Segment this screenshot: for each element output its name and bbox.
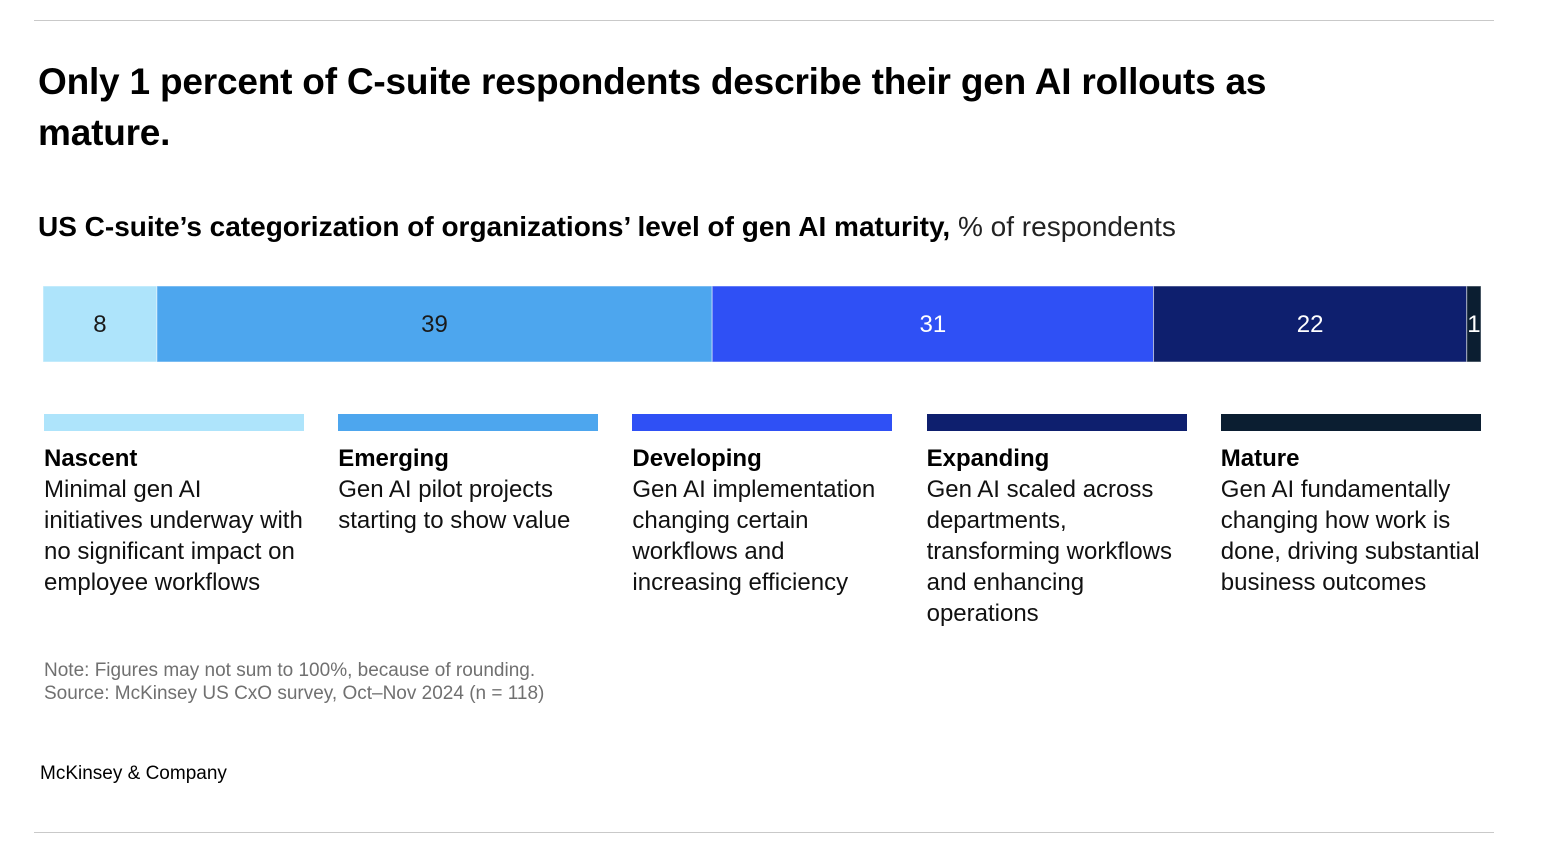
bar-segment-mature: [1466, 286, 1481, 362]
stacked-bar-chart: 8 39 31 22 1: [43, 286, 1481, 362]
bar-value-label-expanding: 22: [1297, 311, 1324, 338]
footnote-note: Note: Figures may not sum to 100%, becau…: [44, 660, 536, 681]
bar-segment-developing: [711, 286, 1155, 362]
bar-value-label-nascent: 8: [93, 311, 106, 338]
bar-segment-expanding: [1153, 286, 1468, 362]
footnote: Note: Figures may not sum to 100%, becau…: [44, 659, 544, 705]
bottom-divider: [34, 832, 1494, 833]
bar-value-label-emerging: 39: [421, 311, 448, 338]
legend-swatch: [632, 414, 893, 431]
chart-title: Only 1 percent of C-suite respondents de…: [38, 61, 1267, 153]
legend-swatch: [44, 414, 304, 431]
chart-subtitle: US C-suite’s categorization of organizat…: [38, 208, 1176, 246]
legend-name: Developing: [632, 445, 762, 472]
legend-item-developing: Developing Gen AI implementation changing…: [632, 414, 894, 598]
legend-swatch: [926, 414, 1187, 431]
stacked-bar-svg: 8 39 31 22 1: [43, 286, 1481, 362]
bar-segment-emerging: [156, 286, 713, 362]
legend-swatch: [338, 414, 599, 431]
legend-item-mature: Mature Gen AI fundamentally changing how …: [1220, 414, 1483, 598]
footnote-source: Source: McKinsey US CxO survey, Oct–Nov …: [44, 683, 545, 704]
legend-item-nascent: Nascent Minimal gen AI initiatives underw…: [44, 414, 306, 598]
legend-name: Expanding: [926, 445, 1050, 472]
bar-value-label-developing: 31: [919, 311, 946, 338]
subtitle-main: US C-suite’s categorization of organizat…: [38, 211, 951, 242]
legend-name: Mature: [1220, 445, 1300, 472]
legend-swatch: [1220, 414, 1481, 431]
legend-item-emerging: Emerging Gen AI pilot projects starting t…: [338, 414, 600, 536]
brand-logo-text: McKinsey & Company: [40, 763, 227, 784]
legend-item-expanding: Expanding Gen AI scaled across department…: [926, 414, 1189, 629]
legend-description: Minimal gen AI initiatives underway with…: [44, 476, 303, 596]
legend-name: Nascent: [44, 445, 138, 472]
legend: Nascent Minimal gen AI initiatives underw…: [44, 414, 1481, 644]
bar-value-label-mature: 1: [1467, 311, 1480, 338]
legend-description: Gen AI scaled across departments, transf…: [926, 476, 1172, 627]
legend-name: Emerging: [338, 445, 449, 472]
legend-description: Gen AI fundamentally changing how work i…: [1220, 476, 1480, 596]
subtitle-unit: % of respondents: [950, 211, 1176, 242]
top-divider: [34, 20, 1494, 21]
legend-description: Gen AI pilot projects starting to show v…: [338, 476, 571, 534]
legend-description: Gen AI implementation changing certain w…: [632, 476, 876, 596]
